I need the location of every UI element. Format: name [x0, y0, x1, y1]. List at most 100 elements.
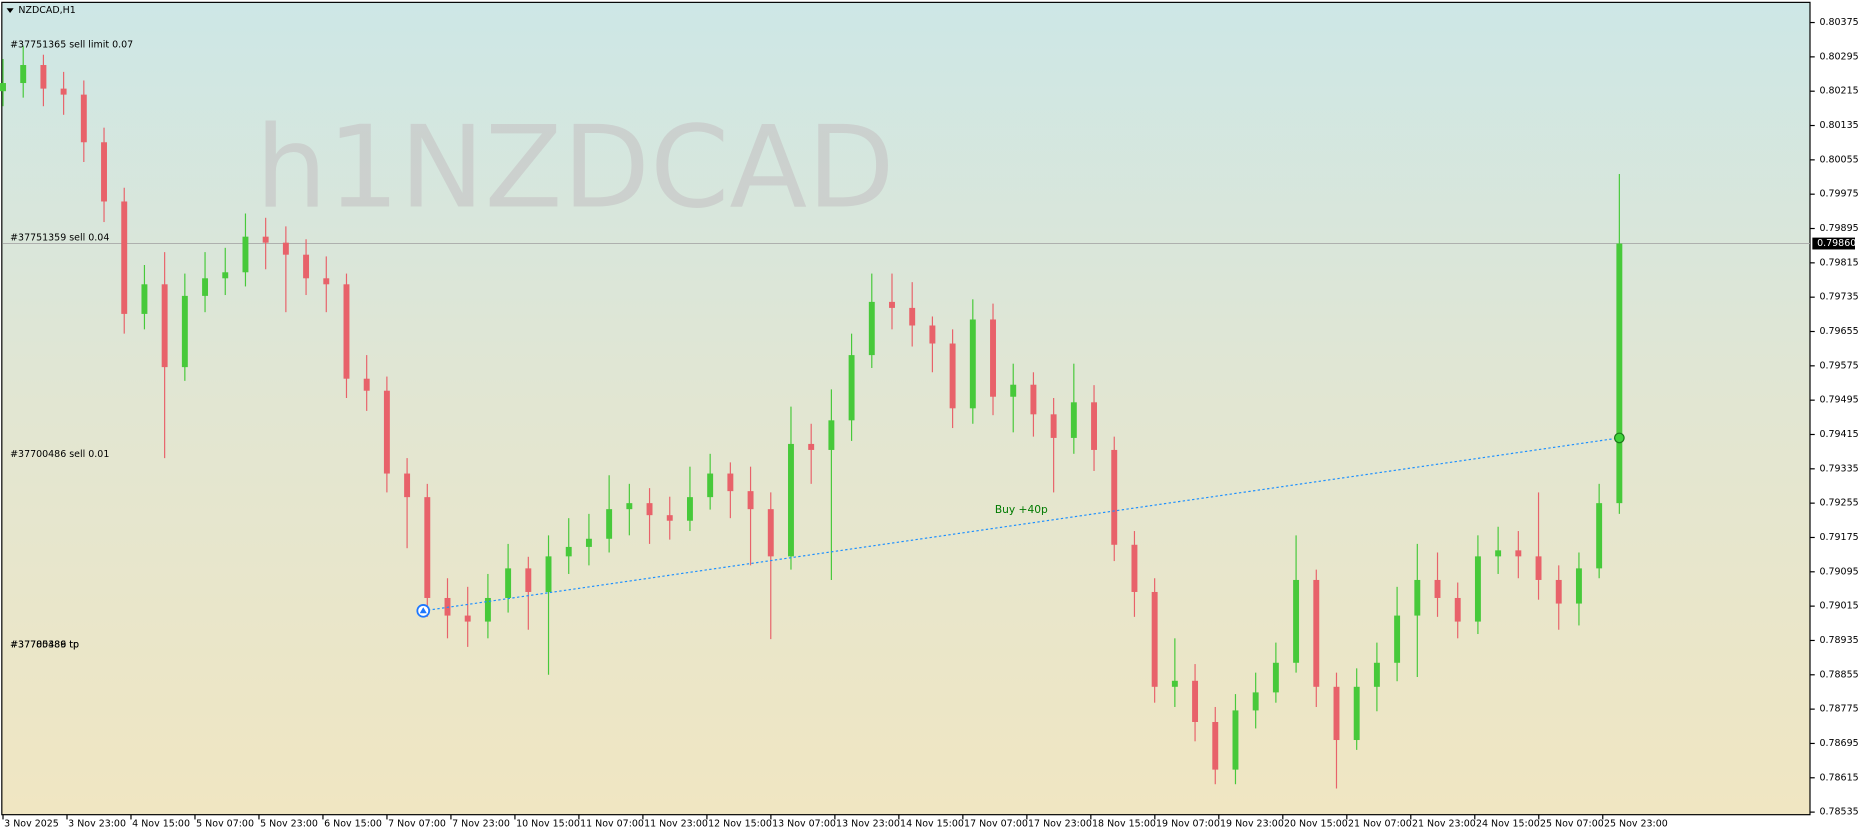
- y-tick-label: 0.79815: [1819, 257, 1858, 268]
- y-tick-label: 0.79655: [1819, 326, 1858, 337]
- y-tick-label: 0.79095: [1819, 566, 1858, 577]
- x-tick-label: 5 Nov 23:00: [260, 819, 318, 830]
- x-tick-label: 25 Nov 07:00: [1540, 819, 1604, 830]
- menu-arrow[interactable]: [6, 8, 14, 14]
- y-tick-label: 0.80375: [1819, 17, 1858, 28]
- candle-body: [161, 284, 168, 368]
- order-label: #37751365 sell limit 0.07: [10, 39, 133, 50]
- candle-body: [990, 319, 996, 397]
- candle-body: [383, 390, 390, 474]
- candle-body: [1010, 384, 1017, 397]
- candle-body: [848, 355, 855, 421]
- candle-body: [1515, 550, 1522, 557]
- exit-marker: [1614, 432, 1625, 444]
- y-tick-label: 0.78535: [1819, 807, 1858, 818]
- candle-body: [202, 278, 209, 296]
- y-tick-label: 0.79415: [1819, 429, 1858, 440]
- candle-body: [1313, 579, 1320, 687]
- candle-body: [565, 546, 572, 557]
- x-tick-label: 25 Nov 23:00: [1604, 819, 1668, 830]
- entry-arrow: [419, 607, 427, 614]
- candle-body: [1232, 710, 1239, 770]
- x-tick-label: 17 Nov 23:00: [1028, 819, 1092, 830]
- candle-body: [1414, 579, 1421, 616]
- candle-body: [343, 284, 350, 379]
- candle-body: [1555, 579, 1562, 604]
- candle-body: [1171, 680, 1178, 687]
- y-tick-label: 0.79255: [1819, 498, 1858, 509]
- candle-body: [60, 88, 67, 95]
- x-tick-label: 11 Nov 07:00: [580, 819, 644, 830]
- candle-body: [1272, 662, 1279, 693]
- x-tick-label: 3 Nov 2025: [4, 819, 59, 830]
- candle-body: [1454, 597, 1461, 622]
- candle-body: [808, 443, 815, 450]
- candle-body: [1474, 556, 1481, 622]
- watermark: h1NZDCAD: [255, 100, 894, 233]
- order-label: #37700486 sell 0.01: [10, 449, 109, 460]
- x-tick-label: 4 Nov 15:00: [132, 819, 190, 830]
- x-tick-label: 7 Nov 23:00: [452, 819, 510, 830]
- order-label: #37785389 tp: [10, 640, 79, 651]
- candle-body: [929, 325, 936, 344]
- candle-body: [484, 597, 491, 622]
- candle-body: [1495, 550, 1502, 557]
- candle-body: [646, 503, 653, 516]
- candle-body: [969, 319, 976, 409]
- candle-body: [626, 503, 633, 510]
- candle-body: [828, 420, 835, 450]
- candle-body: [121, 201, 128, 314]
- candle-body: [909, 307, 916, 326]
- candle-body: [1333, 686, 1340, 741]
- candle-body: [1596, 503, 1603, 569]
- y-tick-label: 0.78855: [1819, 669, 1858, 680]
- candle-body: [1111, 449, 1118, 545]
- candle-body: [606, 509, 613, 539]
- candle-body: [1616, 243, 1623, 504]
- y-tick-label: 0.80055: [1819, 154, 1858, 165]
- candle-body: [868, 301, 875, 356]
- candle-body: [222, 272, 229, 279]
- candle-body: [889, 301, 895, 308]
- candle-body: [1293, 579, 1300, 663]
- bid-box: [1812, 237, 1855, 250]
- plot-area: [1, 1, 1811, 816]
- x-tick-label: 17 Nov 07:00: [964, 819, 1028, 830]
- y-tick-label: 0.78615: [1819, 772, 1858, 783]
- x-tick-label: 12 Nov 15:00: [708, 819, 772, 830]
- candle-body: [1575, 568, 1582, 604]
- candle-body: [181, 295, 188, 368]
- candle-body: [1434, 579, 1441, 598]
- candle-body: [1070, 402, 1077, 438]
- x-tick-label: 21 Nov 23:00: [1412, 819, 1476, 830]
- candle-body: [727, 473, 734, 492]
- candle-body: [525, 568, 532, 592]
- y-tick-label: 0.80295: [1819, 51, 1858, 62]
- trade-label: Buy +40p: [995, 503, 1048, 516]
- candle-body: [303, 254, 310, 279]
- candle-body: [242, 236, 249, 273]
- x-tick-label: 13 Nov 23:00: [836, 819, 900, 830]
- candle-body: [1192, 680, 1199, 722]
- candle-body: [1050, 414, 1057, 438]
- y-tick-label: 0.79975: [1819, 189, 1858, 200]
- y-tick-label: 0.78695: [1819, 738, 1858, 749]
- candle-body: [282, 242, 289, 255]
- x-tick-label: 19 Nov 07:00: [1156, 819, 1220, 830]
- candle-body: [424, 497, 431, 598]
- candle-body: [1353, 686, 1360, 741]
- candle-body: [1535, 556, 1542, 580]
- x-tick-label: 11 Nov 23:00: [644, 819, 708, 830]
- candle-body: [464, 615, 471, 622]
- candle-body: [686, 497, 693, 521]
- x-tick-label: 14 Nov 15:00: [900, 819, 964, 830]
- candle-body: [1091, 402, 1097, 450]
- x-tick-label: 18 Nov 15:00: [1092, 819, 1156, 830]
- x-tick-label: 13 Nov 07:00: [772, 819, 836, 830]
- candle-body: [747, 491, 754, 510]
- y-tick-label: 0.80215: [1819, 86, 1858, 97]
- x-tick-label: 20 Nov 15:00: [1284, 819, 1348, 830]
- candle-body: [788, 443, 794, 557]
- y-tick-label: 0.79175: [1819, 532, 1858, 543]
